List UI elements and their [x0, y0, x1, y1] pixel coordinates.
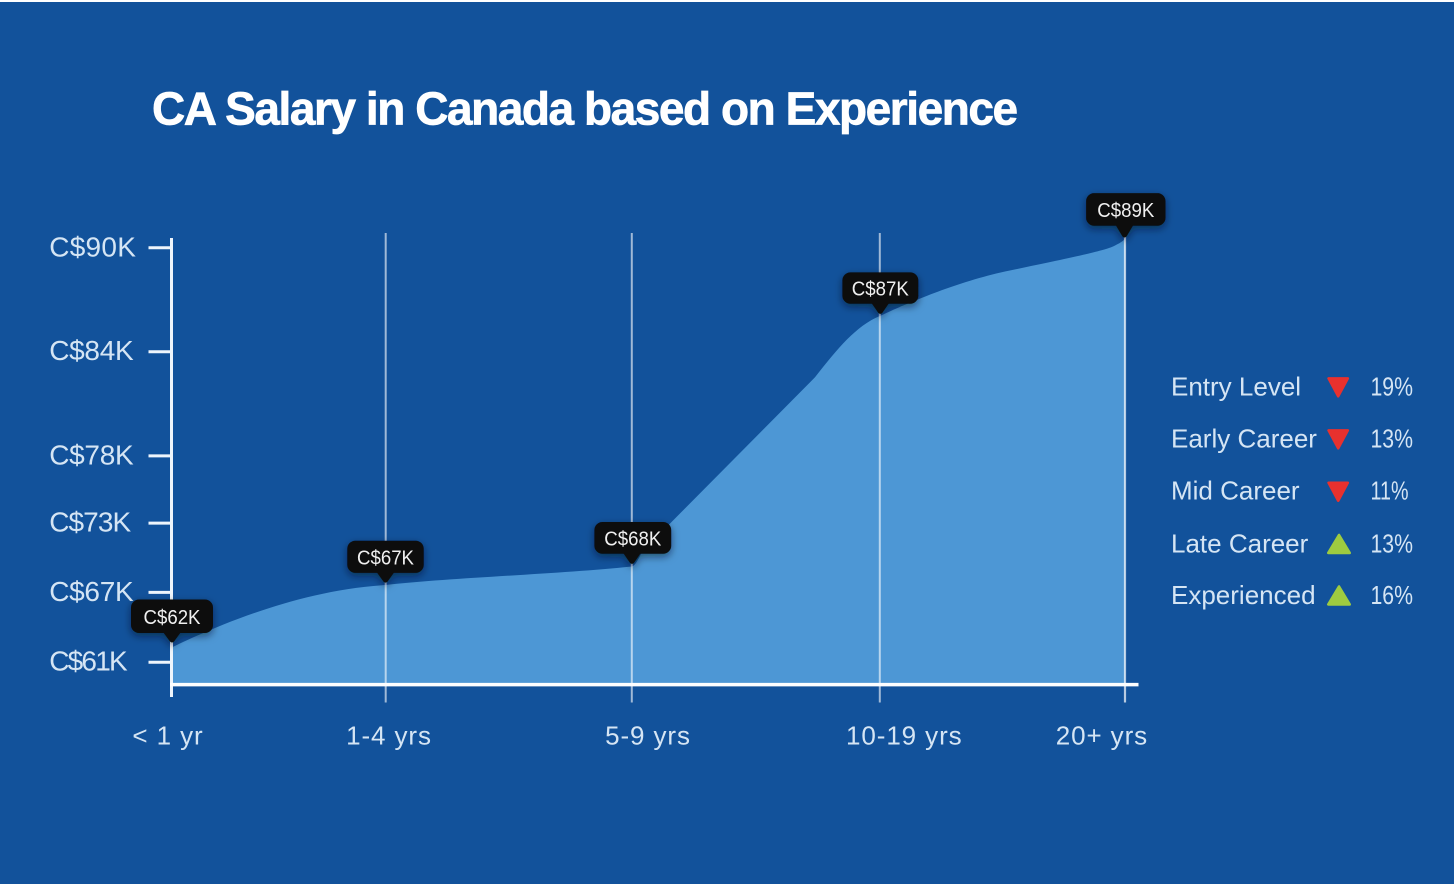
svg-text:Mid Career: Mid Career	[1171, 476, 1300, 506]
svg-text:C$90K: C$90K	[49, 231, 136, 262]
svg-text:Late Career: Late Career	[1171, 529, 1309, 559]
svg-text:19%: 19%	[1371, 371, 1414, 401]
svg-text:C$67K: C$67K	[357, 546, 414, 569]
svg-text:13%: 13%	[1371, 423, 1414, 453]
svg-text:C$62K: C$62K	[144, 606, 201, 629]
svg-text:13%: 13%	[1371, 529, 1414, 559]
svg-text:C$87K: C$87K	[852, 278, 909, 301]
svg-text:16%: 16%	[1371, 580, 1414, 610]
svg-text:< 1 yr: < 1 yr	[132, 721, 203, 751]
svg-text:1-4 yrs: 1-4 yrs	[346, 721, 432, 751]
svg-text:11%: 11%	[1371, 476, 1409, 506]
svg-text:10-19 yrs: 10-19 yrs	[846, 721, 962, 751]
svg-text:C$84K: C$84K	[49, 335, 134, 366]
svg-text:CA Salary in Canada based on E: CA Salary in Canada based on Experience	[152, 83, 1018, 135]
svg-text:Experienced: Experienced	[1171, 580, 1316, 610]
svg-text:C$89K: C$89K	[1097, 199, 1154, 222]
svg-text:C$68K: C$68K	[604, 528, 661, 551]
svg-text:C$73K: C$73K	[49, 507, 131, 538]
svg-text:Entry Level: Entry Level	[1171, 371, 1301, 401]
svg-text:Early Career: Early Career	[1171, 423, 1317, 453]
svg-text:C$78K: C$78K	[49, 439, 134, 470]
svg-text:5-9 yrs: 5-9 yrs	[605, 721, 691, 751]
svg-text:C$61K: C$61K	[49, 646, 128, 677]
svg-text:20+ yrs: 20+ yrs	[1056, 721, 1148, 751]
svg-text:C$67K: C$67K	[49, 576, 134, 607]
